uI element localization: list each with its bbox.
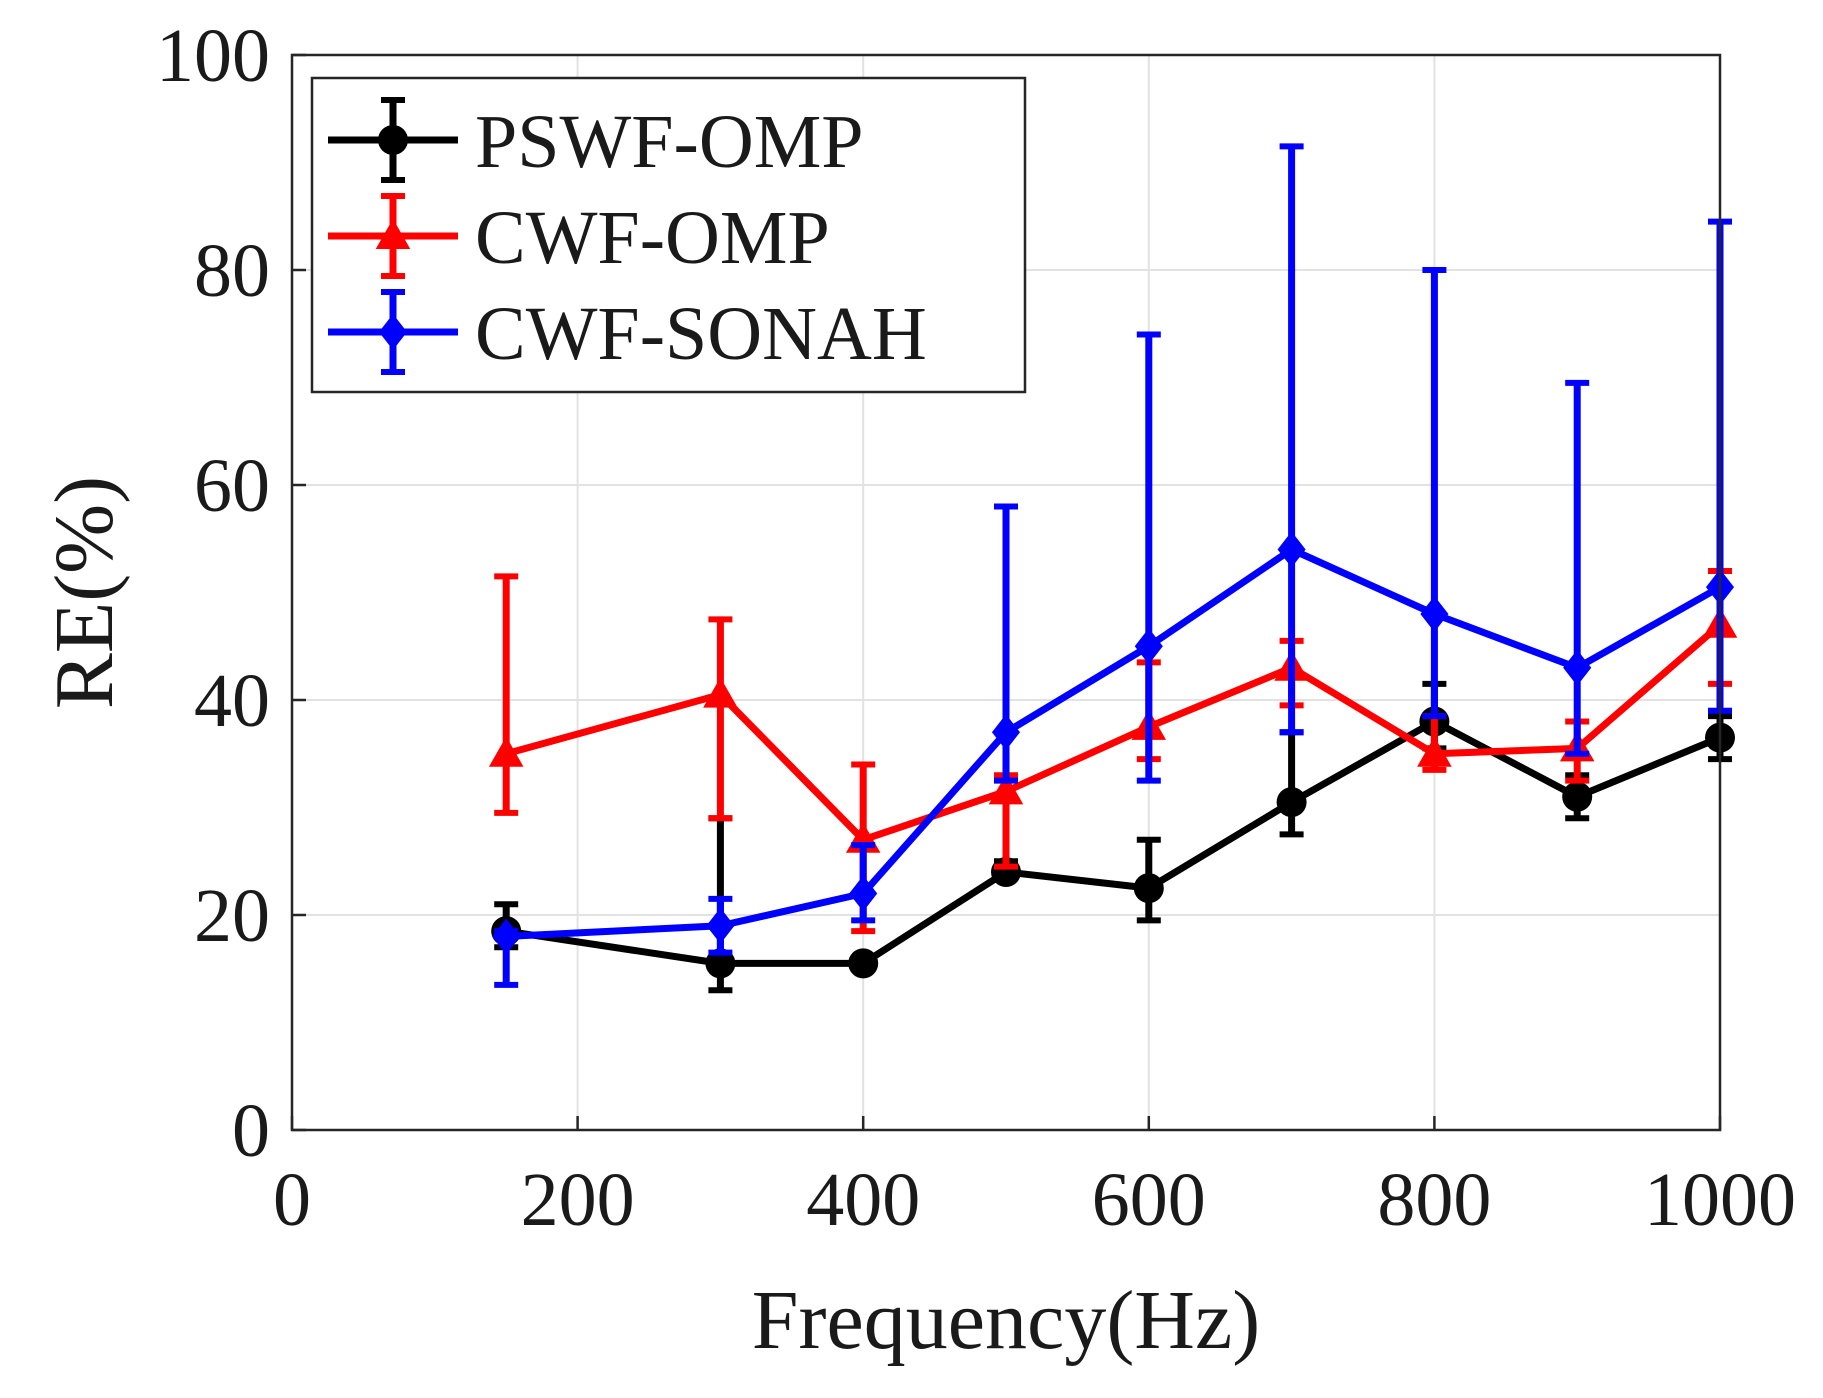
x-tick-label: 0 (273, 1158, 311, 1242)
triangle-marker (703, 677, 738, 708)
triangle-marker (488, 736, 524, 767)
circle-marker (1276, 787, 1307, 818)
legend-entry: CWF-SONAH (328, 289, 927, 376)
diamond-marker (991, 714, 1021, 751)
y-tick-label: 80 (194, 229, 270, 313)
y-tick-label: 60 (194, 444, 270, 528)
circle-marker (705, 948, 736, 979)
legend: PSWF-OMP CWF-OMP CWF-SONAH (310, 76, 1027, 394)
circle-marker (1562, 781, 1593, 812)
y-tick-label: 0 (232, 1089, 270, 1173)
y-tick-label: 100 (156, 14, 270, 98)
legend-entry: PSWF-OMP (328, 97, 864, 184)
legend-entry: CWF-OMP (328, 193, 830, 280)
y-axis-title: RE(%) (38, 476, 131, 709)
diamond-marker (849, 875, 878, 912)
x-tick-label: 400 (806, 1158, 920, 1242)
diamond-marker (492, 918, 521, 955)
y-tick-label: 20 (194, 874, 270, 958)
triangle-marker (988, 774, 1024, 805)
plot-area (488, 143, 1738, 994)
triangle-marker (1417, 736, 1452, 767)
diamond-marker (1277, 531, 1306, 568)
x-tick-label: 600 (1092, 1158, 1206, 1242)
diamond-marker (1420, 596, 1449, 632)
diamond-marker (706, 907, 735, 944)
x-tick-label: 200 (521, 1158, 635, 1242)
legend-label: CWF-OMP (475, 196, 830, 280)
x-tick-label: 1000 (1644, 1158, 1796, 1242)
y-tick-label: 40 (194, 659, 270, 743)
circle-marker (848, 948, 879, 979)
triangle-marker (375, 218, 411, 249)
diamond-marker (378, 314, 408, 350)
axes-frame (290, 53, 1722, 1132)
diamond-marker (1134, 628, 1163, 665)
tick-labels: 0 200 400 600 800 1000 0 20 40 60 80 100 (156, 14, 1796, 1242)
x-tick-label: 800 (1377, 1158, 1491, 1242)
circle-marker (378, 125, 408, 155)
circle-marker (1133, 873, 1164, 904)
x-axis-title: Frequency(Hz) (752, 1274, 1260, 1367)
diamond-marker (1563, 649, 1592, 686)
legend-label: PSWF-OMP (475, 100, 864, 184)
legend-label: CWF-SONAH (475, 292, 927, 376)
